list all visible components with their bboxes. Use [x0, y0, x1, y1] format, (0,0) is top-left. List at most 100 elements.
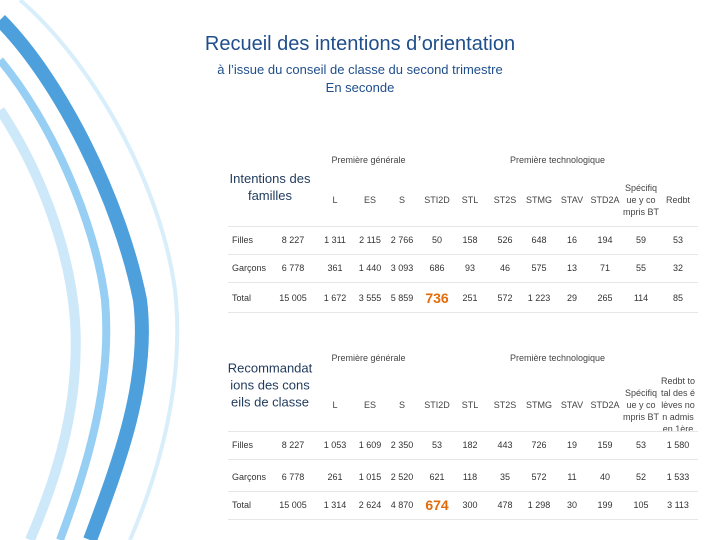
- column-header: ST2S: [493, 400, 517, 410]
- cell: 3 093: [390, 263, 414, 273]
- row-separator: [228, 459, 698, 460]
- cell: 46: [499, 263, 511, 273]
- cell: 158: [462, 235, 478, 245]
- column-header: STAV: [560, 400, 584, 410]
- column-header: Spécifique y compris BT: [623, 183, 659, 217]
- cell: 1 440: [358, 263, 382, 273]
- row-separator: [228, 282, 698, 283]
- row-separator: [228, 431, 698, 432]
- cell: 93: [464, 263, 476, 273]
- cell: 1 223: [527, 293, 551, 303]
- cell: 686: [429, 263, 445, 273]
- cell: 1 672: [323, 293, 347, 303]
- column-header: ST2S: [493, 195, 517, 205]
- cell: 251: [462, 293, 478, 303]
- cell: 572: [531, 472, 547, 482]
- cell: 53: [431, 440, 443, 450]
- column-header: STL: [461, 195, 479, 205]
- column-header: L: [332, 195, 338, 205]
- table-corner: Recommandations des conseils de classe: [227, 360, 313, 410]
- cell: 1 053: [323, 440, 347, 450]
- subtitle: à l’issue du conseil de classe du second…: [217, 62, 503, 77]
- cell: 2 520: [390, 472, 414, 482]
- cell: 40: [599, 472, 611, 482]
- cell: 361: [327, 263, 343, 273]
- cell: 52: [635, 472, 647, 482]
- column-header: STD2A: [590, 195, 620, 205]
- cell: 2 766: [390, 235, 414, 245]
- cell: 526: [497, 235, 513, 245]
- cell: 159: [597, 440, 613, 450]
- cell: 32: [672, 263, 684, 273]
- group-header: Première générale: [331, 155, 406, 165]
- cell: 572: [497, 293, 513, 303]
- highlighted-cell: 736: [425, 290, 449, 306]
- cell: 2 350: [390, 440, 414, 450]
- cell: 478: [497, 500, 513, 510]
- row-separator: [228, 226, 698, 227]
- column-header: ES: [363, 400, 376, 410]
- cell: 1 311: [324, 235, 346, 245]
- cell: 621: [429, 472, 445, 482]
- cell: 105: [633, 500, 649, 510]
- cell: 2 115: [359, 235, 381, 245]
- column-header: ES: [363, 195, 376, 205]
- row-separator: [228, 254, 698, 255]
- cell: 1 533: [666, 472, 690, 482]
- cell: 71: [599, 263, 611, 273]
- highlighted-cell: 674: [425, 497, 449, 513]
- title: Recueil des intentions d’orientation: [204, 33, 516, 55]
- column-header: STMG: [526, 400, 552, 410]
- row-separator: [228, 312, 698, 313]
- column-header: STI2D: [424, 195, 450, 205]
- cell: 53: [635, 440, 647, 450]
- cell: 265: [597, 293, 613, 303]
- cell: 15 005: [279, 500, 307, 510]
- cell: 1 015: [358, 472, 382, 482]
- cell: 85: [672, 293, 684, 303]
- row-separator: [228, 519, 698, 520]
- cell: 19: [566, 440, 578, 450]
- column-header: STI2D: [424, 400, 450, 410]
- cell: 59: [635, 235, 647, 245]
- cell: 443: [497, 440, 513, 450]
- column-header: STMG: [526, 195, 552, 205]
- cell: 35: [499, 472, 511, 482]
- cell: 1 580: [666, 440, 690, 450]
- cell: 8 227: [281, 440, 305, 450]
- subtitle: En seconde: [325, 80, 395, 95]
- column-header: S: [398, 195, 405, 205]
- cell: 29: [566, 293, 578, 303]
- group-header: Première technologique: [509, 155, 606, 165]
- column-header: Spécifique y compris BT: [623, 388, 659, 422]
- cell: 8 227: [281, 235, 305, 245]
- cell: 1 314: [323, 500, 347, 510]
- cell: 16: [566, 235, 578, 245]
- row-label: Total: [232, 500, 252, 510]
- column-header: Redbt total des élèves non admis en 1ère: [660, 376, 696, 434]
- row-separator: [228, 491, 698, 492]
- column-header: STAV: [560, 195, 584, 205]
- column-header: S: [398, 400, 405, 410]
- cell: 4 870: [390, 500, 414, 510]
- cell: 50: [431, 235, 443, 245]
- cell: 648: [531, 235, 547, 245]
- cell: 199: [597, 500, 613, 510]
- cell: 261: [327, 472, 343, 482]
- row-label: Filles: [232, 235, 254, 245]
- cell: 6 778: [281, 472, 305, 482]
- table-corner: Intentions des familles: [229, 171, 311, 203]
- column-header: STD2A: [590, 400, 620, 410]
- cell: 114: [633, 293, 649, 303]
- cell: 575: [531, 263, 547, 273]
- cell: 15 005: [279, 293, 307, 303]
- cell: 6 778: [281, 263, 305, 273]
- cell: 53: [672, 235, 684, 245]
- row-label: Filles: [232, 440, 254, 450]
- cell: 182: [462, 440, 478, 450]
- cell: 5 859: [390, 293, 414, 303]
- column-header: STL: [461, 400, 479, 410]
- cell: 3 555: [358, 293, 382, 303]
- cell: 13: [566, 263, 578, 273]
